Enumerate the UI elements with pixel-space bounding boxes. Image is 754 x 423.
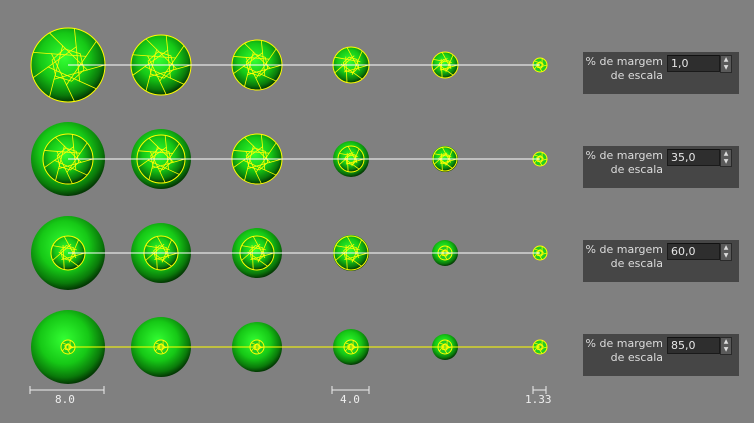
scale-margin-panel: % de margem de escala 1,0 ▲ ▼ xyxy=(583,52,739,94)
sphere-row xyxy=(30,27,548,103)
scale-margin-label: % de margem de escala xyxy=(586,149,663,177)
scale-label-1-33: 1.33 xyxy=(525,393,552,406)
scale-margin-input[interactable]: 60,0 xyxy=(667,243,720,260)
spinner-down[interactable]: ▼ xyxy=(723,252,729,259)
label-line: % de margem xyxy=(585,55,663,68)
scale-margin-label: % de margem de escala xyxy=(586,243,663,271)
scale-margin-panel: % de margem de escala 35,0 ▲ ▼ xyxy=(583,146,739,188)
spinner-up[interactable]: ▲ xyxy=(723,56,729,63)
label-line: de escala xyxy=(610,351,663,364)
sphere-row xyxy=(31,310,548,384)
scale-label-8: 8.0 xyxy=(55,393,75,406)
scale-bar xyxy=(331,386,370,394)
label-line: % de margem xyxy=(585,337,663,350)
spinner-down[interactable]: ▼ xyxy=(723,158,729,165)
scale-label-4: 4.0 xyxy=(340,393,360,406)
spinner-up-down-icon[interactable]: ▲ ▼ xyxy=(720,149,732,167)
label-line: de escala xyxy=(610,257,663,270)
spinner-up[interactable]: ▲ xyxy=(723,244,729,251)
label-line: % de margem xyxy=(585,243,663,256)
spinner-up[interactable]: ▲ xyxy=(723,338,729,345)
scale-margin-input[interactable]: 85,0 xyxy=(667,337,720,354)
scale-margin-input[interactable]: 1,0 xyxy=(667,55,720,72)
spinner-up-down-icon[interactable]: ▲ ▼ xyxy=(720,243,732,261)
sphere-row xyxy=(31,216,548,290)
scale-bar xyxy=(532,386,547,394)
spinner-up[interactable]: ▲ xyxy=(723,150,729,157)
label-line: de escala xyxy=(610,163,663,176)
scale-margin-panel: % de margem de escala 85,0 ▲ ▼ xyxy=(583,334,739,376)
scale-margin-input[interactable]: 35,0 xyxy=(667,149,720,166)
label-line: de escala xyxy=(610,69,663,82)
scale-margin-label: % de margem de escala xyxy=(586,55,663,83)
scale-margin-label: % de margem de escala xyxy=(586,337,663,365)
scale-margin-panel: % de margem de escala 60,0 ▲ ▼ xyxy=(583,240,739,282)
spinner-down[interactable]: ▼ xyxy=(723,346,729,353)
spinner-down[interactable]: ▼ xyxy=(723,64,729,71)
sphere xyxy=(432,146,458,172)
spinner-up-down-icon[interactable]: ▲ ▼ xyxy=(720,55,732,73)
scale-bar xyxy=(29,386,105,394)
label-line: % de margem xyxy=(585,149,663,162)
sphere-row xyxy=(31,122,548,196)
spinner-up-down-icon[interactable]: ▲ ▼ xyxy=(720,337,732,355)
